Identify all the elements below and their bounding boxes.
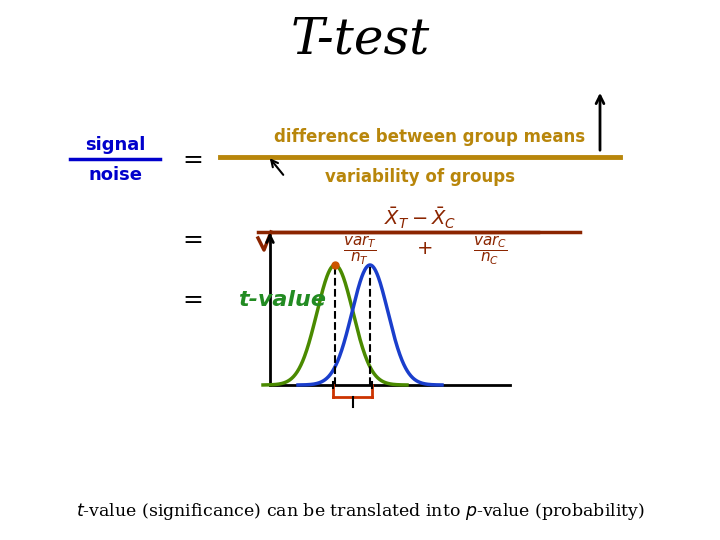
Text: t-value: t-value: [238, 290, 326, 310]
Text: noise: noise: [88, 166, 142, 184]
Text: difference between group means: difference between group means: [274, 128, 585, 146]
Text: =: =: [183, 288, 204, 312]
Text: =: =: [183, 228, 204, 252]
Text: signal: signal: [85, 136, 145, 154]
Text: T-test: T-test: [290, 15, 430, 65]
Text: $\bar{X}_T - \bar{X}_C$: $\bar{X}_T - \bar{X}_C$: [384, 205, 456, 231]
Text: $\dfrac{var_T}{n_T}$: $\dfrac{var_T}{n_T}$: [343, 233, 377, 267]
Text: variability of groups: variability of groups: [325, 168, 515, 186]
Text: $\dfrac{var_C}{n_C}$: $\dfrac{var_C}{n_C}$: [473, 233, 508, 267]
Text: =: =: [183, 148, 204, 172]
Text: +: +: [417, 239, 433, 258]
Text: $\mathit{t}$-value (significance) can be translated into $\mathit{p}$-value (pro: $\mathit{t}$-value (significance) can be…: [76, 502, 644, 523]
